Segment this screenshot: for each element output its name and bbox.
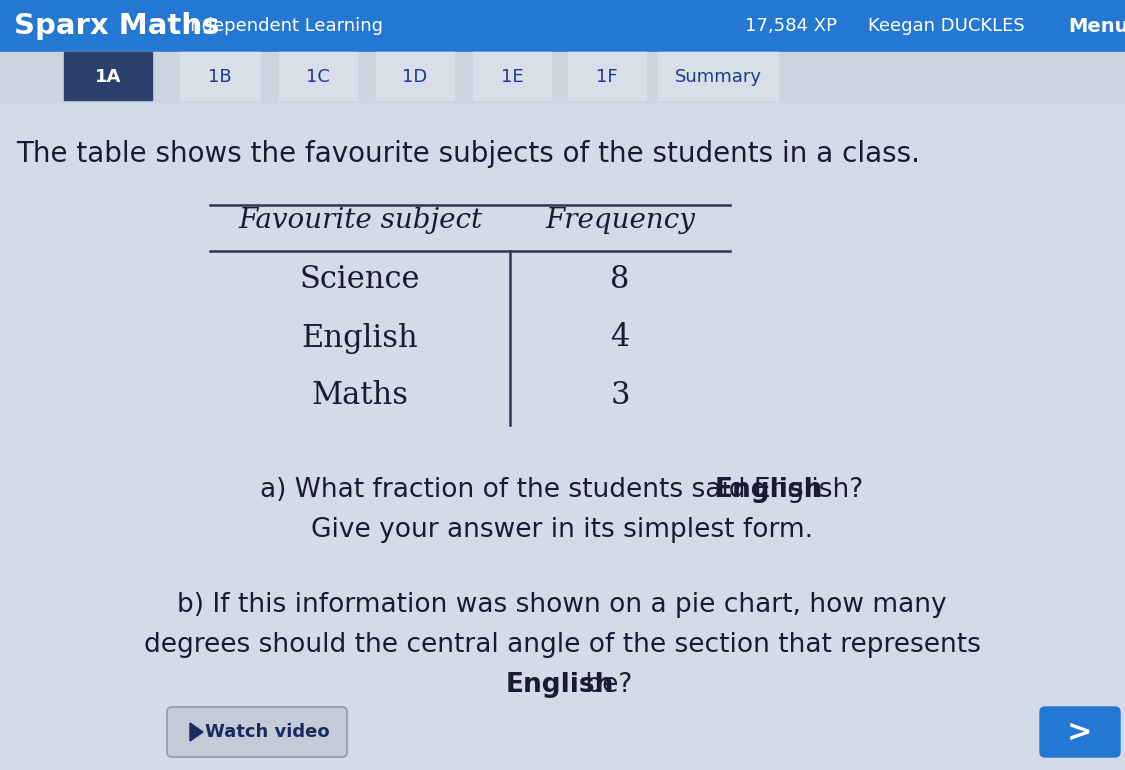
Bar xyxy=(568,52,646,100)
Text: 1F: 1F xyxy=(596,68,618,86)
Text: Watch video: Watch video xyxy=(205,723,330,741)
Bar xyxy=(279,52,357,100)
Text: be?: be? xyxy=(577,672,632,698)
Bar xyxy=(0,52,1125,102)
Text: 4: 4 xyxy=(611,323,630,353)
Text: Menu: Menu xyxy=(1068,16,1125,35)
Text: Sparx Maths: Sparx Maths xyxy=(14,12,219,40)
FancyBboxPatch shape xyxy=(1040,707,1120,757)
Bar xyxy=(180,52,260,100)
Text: 8: 8 xyxy=(610,265,630,296)
Text: >: > xyxy=(1068,718,1092,746)
Text: The table shows the favourite subjects of the students in a class.: The table shows the favourite subjects o… xyxy=(16,140,920,168)
Text: Maths: Maths xyxy=(312,380,408,411)
Text: English: English xyxy=(716,477,824,503)
Text: 1E: 1E xyxy=(501,68,523,86)
Text: Keegan DUCKLES: Keegan DUCKLES xyxy=(868,17,1025,35)
Text: a) What fraction of the students said English?: a) What fraction of the students said En… xyxy=(260,477,864,503)
Text: Give your answer in its simplest form.: Give your answer in its simplest form. xyxy=(310,517,813,543)
Bar xyxy=(472,52,551,100)
Bar xyxy=(658,52,778,100)
Text: Science: Science xyxy=(299,265,421,296)
Text: degrees should the central angle of the section that represents: degrees should the central angle of the … xyxy=(144,632,981,658)
Text: 1D: 1D xyxy=(403,68,428,86)
Text: Frequency: Frequency xyxy=(546,207,695,234)
Text: 1C: 1C xyxy=(306,68,330,86)
Text: Independent Learning: Independent Learning xyxy=(184,17,382,35)
Bar xyxy=(0,0,1125,52)
Text: b) If this information was shown on a pie chart, how many: b) If this information was shown on a pi… xyxy=(178,592,947,618)
Text: English: English xyxy=(506,672,614,698)
Text: 1A: 1A xyxy=(94,68,122,86)
Bar xyxy=(376,52,454,100)
Text: 1B: 1B xyxy=(208,68,232,86)
Polygon shape xyxy=(190,723,202,741)
Text: 17,584 XP: 17,584 XP xyxy=(745,17,837,35)
Text: Favourite subject: Favourite subject xyxy=(238,207,483,234)
Text: 3: 3 xyxy=(610,380,630,411)
FancyBboxPatch shape xyxy=(166,707,346,757)
Text: English: English xyxy=(302,323,418,353)
Bar xyxy=(64,52,152,100)
Text: Summary: Summary xyxy=(675,68,762,86)
